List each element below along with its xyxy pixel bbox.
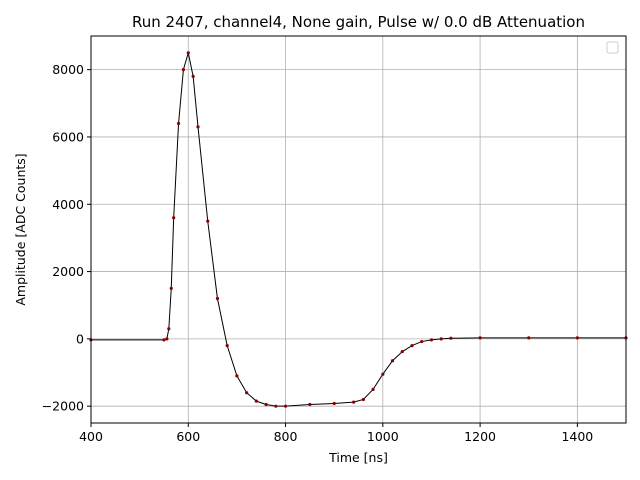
y-tick-label: 4000 [52,197,84,212]
data-point [410,344,414,348]
data-point [274,404,278,408]
data-point [381,372,385,376]
data-point [176,121,181,126]
data-markers [89,51,628,408]
data-point [361,397,365,402]
data-point [196,125,200,129]
data-point [169,286,173,290]
x-tick-label: 1200 [464,429,496,444]
data-point [429,338,434,342]
x-axis-label: Time [ns] [328,450,388,465]
data-point [439,337,443,341]
data-point [371,387,375,391]
data-point [527,336,531,340]
data-point [254,399,258,403]
data-point [186,51,190,55]
x-tick-label: 600 [176,429,200,444]
data-point [215,296,220,301]
y-tick-label: −2000 [42,399,84,414]
x-tick-label: 400 [79,429,103,444]
x-ticks: 400 600 800 1000 1200 1400 [79,423,593,444]
data-point [400,350,404,354]
data-point [449,336,453,340]
y-tick-label: 6000 [52,129,84,144]
data-point [308,402,312,407]
data-point [162,338,166,342]
data-point [478,336,482,340]
x-tick-label: 1400 [561,429,593,444]
data-point [352,400,356,404]
data-point [191,74,195,78]
axes-frame [90,35,627,424]
data-point [235,374,239,378]
data-point [264,402,268,407]
data-point [172,216,176,220]
data-point [283,404,288,408]
data-point [390,359,395,363]
data-point [575,336,579,340]
x-tick-label: 800 [274,429,298,444]
data-point [332,401,336,406]
y-axis-label: Amplitude [ADC Counts] [13,153,28,305]
plot-area [89,51,628,408]
data-point [245,391,249,395]
x-tick-label: 1000 [367,429,399,444]
data-point [225,344,229,348]
data-point [165,337,169,341]
y-tick-label: 2000 [52,264,84,279]
legend-box[interactable] [606,41,619,54]
chart-title: Run 2407, channel4, None gain, Pulse w/ … [132,13,585,31]
data-point [167,327,171,331]
data-point [181,68,186,72]
y-ticks: −2000 0 2000 4000 6000 8000 [42,62,91,414]
grid [90,36,626,423]
data-point [420,339,424,344]
y-tick-label: 0 [76,331,84,346]
data-point [206,219,210,223]
y-tick-label: 8000 [52,62,84,77]
